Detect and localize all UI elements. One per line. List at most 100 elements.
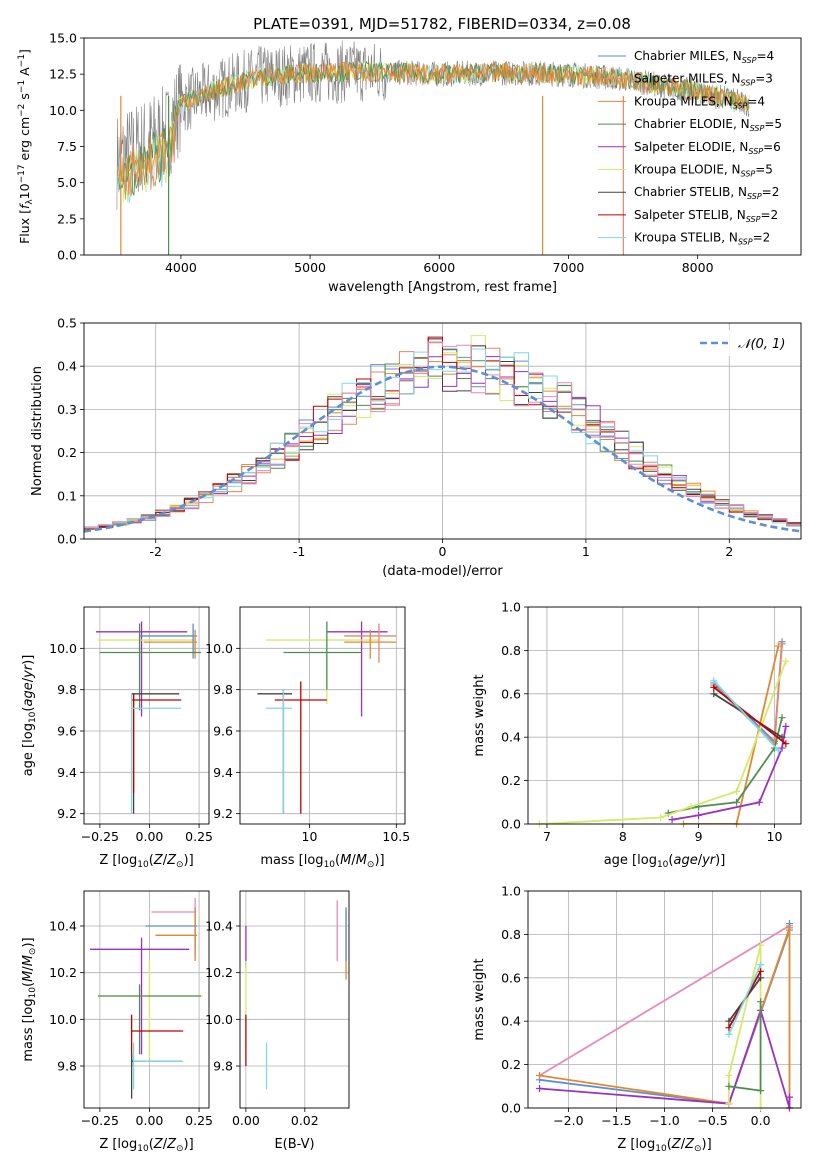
- weight-line-chabrier-stelib: [713, 693, 783, 738]
- legend-label: Salpeter ELODIE, NSSP=6: [634, 140, 781, 156]
- x-tick-label: −0.25: [81, 829, 119, 844]
- spectrum-panel: 4000 5000 6000 7000 8000 0.0 2.5 5.0 7.5 10.0 12.5…: [17, 31, 802, 295]
- weight-marker: [757, 961, 765, 969]
- weight-marker: [733, 798, 741, 806]
- legend-label: Kroupa ELODIE, NSSP=5: [634, 163, 773, 179]
- y-tick-label: 0.1: [57, 488, 77, 503]
- weight-marker: [778, 714, 786, 722]
- x-tick-label: 7: [543, 829, 551, 844]
- figure-title: PLATE=0391, MJD=51782, FIBERID=0334, z=0…: [253, 15, 631, 33]
- y-tick-label: 0.5: [57, 316, 77, 331]
- y-axis-label: Flux [fλ10−17 erg cm−2 s−1 A−1]: [17, 49, 35, 244]
- weight-marker: [778, 733, 786, 741]
- x-axis-label: Z [log10(Z/Z⊙)]: [99, 853, 193, 870]
- legend-label: Salpeter STELIB, NSSP=2: [634, 208, 778, 224]
- weight-marker: [725, 1100, 733, 1108]
- x-axis-label: age [log10(age/yr)]: [604, 853, 726, 870]
- x-tick-label: −1.5: [601, 1113, 631, 1128]
- age-vs-mass-panel: 10 10.5 9.2 9.4 9.6 9.8 10.0 mass [log10(M/M⊙)]: [205, 606, 410, 870]
- y-tick-label: 10.4: [205, 919, 233, 934]
- y-tick-label: 0.8: [501, 927, 521, 942]
- x-tick-label: 0.25: [185, 829, 213, 844]
- weight-line-kroupa-miles: [683, 645, 780, 824]
- weight-marker: [725, 1030, 733, 1038]
- axes-frame: [527, 890, 802, 1109]
- weight-marker: [710, 690, 718, 698]
- normal-curve: [83, 365, 802, 533]
- x-tick-label: 0.25: [185, 1113, 213, 1128]
- y-tick-label: 9.8: [213, 682, 233, 697]
- x-tick-label: 10: [767, 829, 783, 844]
- y-tick-label: 0.2: [57, 445, 77, 460]
- residuals-panel: -2 -1 0 1 2 0.0 0.1 0.2 0.3 0.4 0.5 (data-model)/er…: [30, 316, 802, 579]
- x-tick-label: 10.5: [382, 829, 410, 844]
- x-tick-label: -1: [293, 544, 305, 559]
- weight-marker: [536, 1084, 544, 1092]
- y-tick-label: 12.5: [49, 67, 77, 82]
- y-tick-label: 10.0: [49, 641, 77, 656]
- x-tick-label: 5000: [294, 260, 326, 275]
- y-tick-label: 9.2: [213, 806, 233, 821]
- x-axis-label: Z [log10(Z/Z⊙)]: [99, 1137, 193, 1154]
- x-tick-label: −1.0: [649, 1113, 679, 1128]
- x-tick-label: 0.00: [232, 1113, 260, 1128]
- weight-marker: [774, 642, 782, 650]
- weight-marker: [687, 803, 695, 811]
- legend-label: 𝒩(0, 1): [738, 337, 785, 352]
- weight-marker: [733, 787, 741, 795]
- x-axis-label: mass [log10(M/M⊙)]: [260, 853, 384, 870]
- axes-frame: [83, 37, 802, 256]
- x-axis-label: wavelength [Angstrom, rest frame]: [328, 280, 557, 295]
- weight-line-kroupa-stelib: [728, 964, 762, 1035]
- x-tick-label: 0.0: [751, 1113, 771, 1128]
- y-tick-label: 10.2: [49, 965, 77, 980]
- y-tick-label: 0.0: [501, 1101, 521, 1116]
- y-tick-label: 2.5: [57, 211, 77, 226]
- y-tick-label: 0.6: [501, 686, 521, 701]
- y-axis-label: mass weight: [472, 958, 487, 1040]
- weight-marker: [757, 974, 765, 982]
- mass-vs-ebv-panel: 0.00 0.02 9.8 10.0 10.2 10.4 E(B-V): [205, 890, 350, 1152]
- y-tick-label: 0.3: [57, 402, 77, 417]
- weight-marker: [785, 1093, 793, 1101]
- y-tick-label: 1.0: [501, 600, 521, 615]
- x-axis-label: Z [log10(Z/Z⊙)]: [617, 1137, 711, 1154]
- weight-marker: [782, 722, 790, 730]
- y-tick-label: 7.5: [57, 139, 77, 154]
- y-tick-label: 1.0: [501, 884, 521, 899]
- weight-marker: [774, 746, 782, 754]
- y-tick-label: 15.0: [49, 31, 77, 46]
- y-tick-label: 9.6: [213, 724, 233, 739]
- x-tick-label: 6000: [423, 260, 455, 275]
- weight-marker: [785, 924, 793, 932]
- y-tick-label: 0.2: [501, 1057, 521, 1072]
- y-axis-label: mass weight: [472, 674, 487, 756]
- legend-label: Kroupa MILES, NSSP=4: [634, 94, 765, 110]
- x-tick-label: -2: [149, 544, 161, 559]
- x-tick-label: 8: [619, 829, 627, 844]
- weight-marker: [782, 740, 790, 748]
- y-tick-label: 9.2: [57, 806, 77, 821]
- y-tick-label: 0.4: [501, 730, 521, 745]
- y-tick-label: 9.4: [57, 765, 77, 780]
- legend-label: Salpeter MILES, NSSP=3: [634, 72, 773, 88]
- x-tick-label: 1: [582, 544, 590, 559]
- legend-box: [692, 330, 794, 356]
- weight-line-pink: [539, 924, 790, 1077]
- weight-marker: [725, 1082, 733, 1090]
- legend-label: Kroupa STELIB, NSSP=2: [634, 231, 770, 247]
- x-axis-label: E(B-V): [274, 1137, 314, 1152]
- x-tick-label: 0: [439, 544, 447, 559]
- y-tick-label: 10.0: [49, 103, 77, 118]
- y-tick-label: 9.4: [213, 765, 233, 780]
- y-tick-label: 10.4: [49, 919, 77, 934]
- mass-vs-metallicity-panel: −0.25 0.00 0.25 9.8 10.0 10.2 10.4 Z [log10(Z/Z…: [21, 890, 213, 1154]
- y-tick-label: 5.0: [57, 175, 77, 190]
- y-axis-label: age [log10(age/yr)]: [21, 655, 38, 777]
- x-tick-label: 7000: [553, 260, 585, 275]
- weight-marker: [536, 1071, 544, 1079]
- weight-marker: [695, 811, 703, 819]
- y-tick-label: 0.8: [501, 643, 521, 658]
- x-tick-label: 0.00: [136, 829, 164, 844]
